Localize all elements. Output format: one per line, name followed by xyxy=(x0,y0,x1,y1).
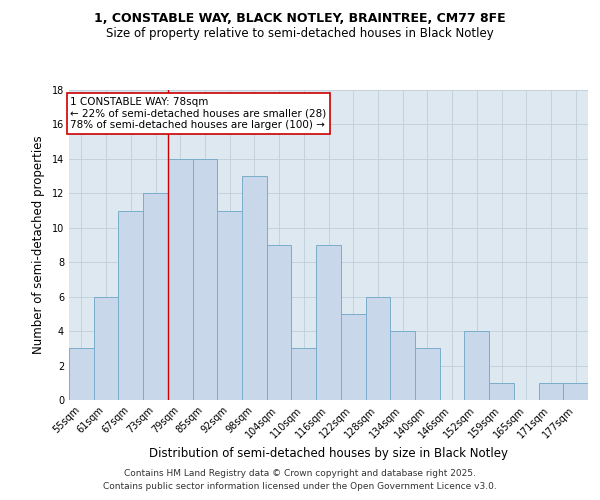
Bar xyxy=(143,194,168,400)
Bar xyxy=(415,348,440,400)
Bar xyxy=(292,348,316,400)
Text: 1 CONSTABLE WAY: 78sqm
← 22% of semi-detached houses are smaller (28)
78% of sem: 1 CONSTABLE WAY: 78sqm ← 22% of semi-det… xyxy=(70,97,326,130)
Bar xyxy=(69,348,94,400)
Text: Size of property relative to semi-detached houses in Black Notley: Size of property relative to semi-detach… xyxy=(106,28,494,40)
Text: Contains HM Land Registry data © Crown copyright and database right 2025.: Contains HM Land Registry data © Crown c… xyxy=(124,468,476,477)
Bar xyxy=(217,210,242,400)
Bar xyxy=(118,210,143,400)
Bar xyxy=(464,331,489,400)
Bar xyxy=(267,245,292,400)
Bar xyxy=(193,159,217,400)
Bar xyxy=(489,383,514,400)
Bar xyxy=(94,296,118,400)
Bar xyxy=(563,383,588,400)
Bar xyxy=(341,314,365,400)
Bar xyxy=(242,176,267,400)
Bar xyxy=(390,331,415,400)
Bar xyxy=(316,245,341,400)
Bar xyxy=(168,159,193,400)
Bar xyxy=(365,296,390,400)
Bar xyxy=(539,383,563,400)
Text: 1, CONSTABLE WAY, BLACK NOTLEY, BRAINTREE, CM77 8FE: 1, CONSTABLE WAY, BLACK NOTLEY, BRAINTRE… xyxy=(94,12,506,26)
X-axis label: Distribution of semi-detached houses by size in Black Notley: Distribution of semi-detached houses by … xyxy=(149,446,508,460)
Y-axis label: Number of semi-detached properties: Number of semi-detached properties xyxy=(32,136,45,354)
Text: Contains public sector information licensed under the Open Government Licence v3: Contains public sector information licen… xyxy=(103,482,497,491)
